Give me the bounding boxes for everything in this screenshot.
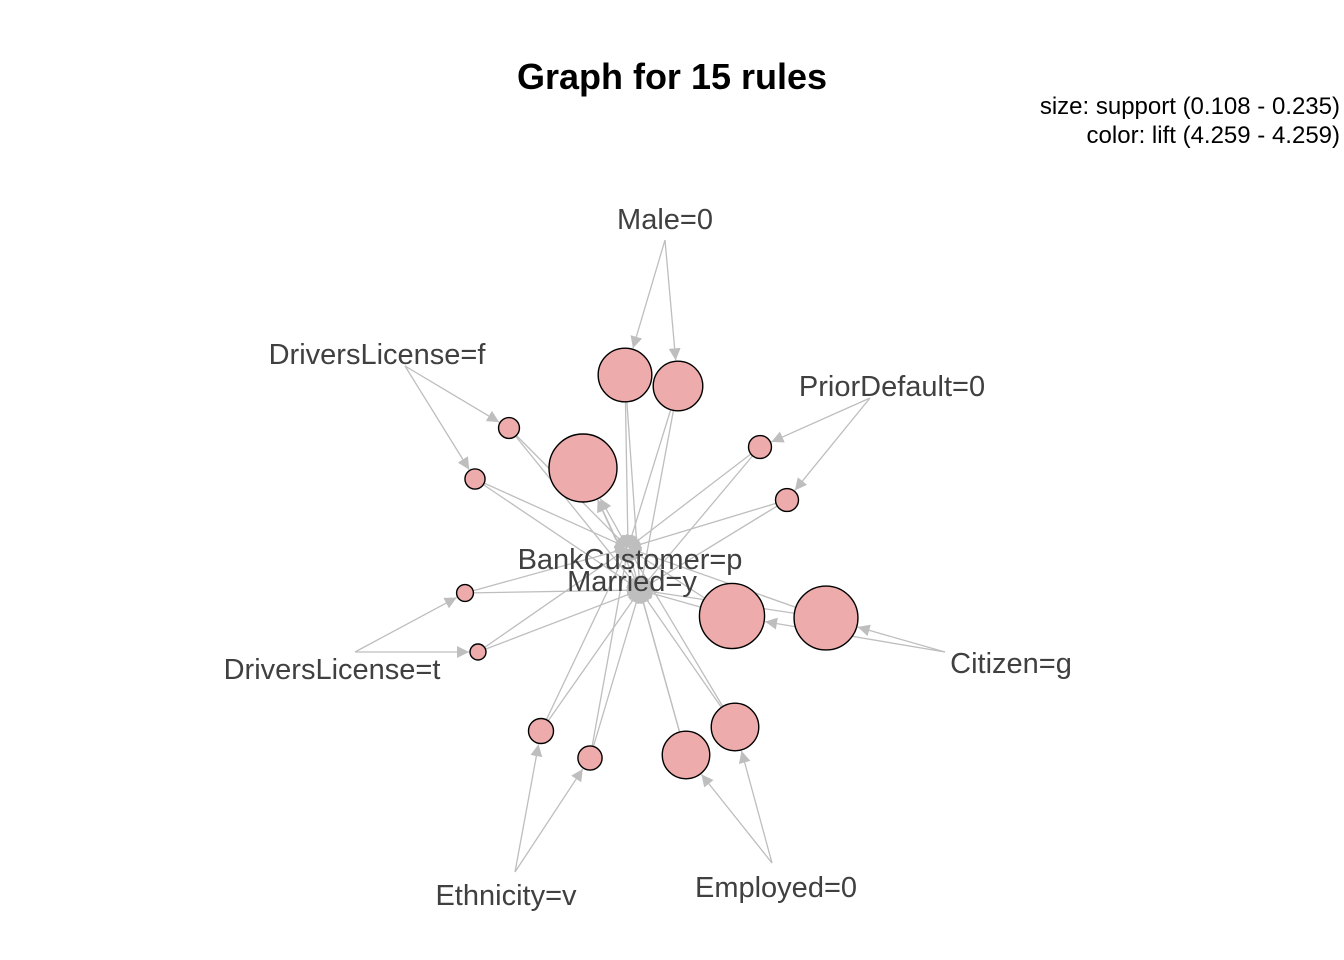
edge-emp0-to-r14 — [700, 773, 773, 864]
legend-size: size: support (0.108 - 0.235) — [1039, 93, 1340, 120]
legend-color: color: lift (4.259 - 4.259) — [1086, 122, 1340, 149]
item-label-dlt: DriversLicense=t — [224, 654, 441, 686]
item-label-bankp: BankCustomer=p — [518, 544, 743, 576]
edge-ethv-to-r12 — [514, 744, 543, 873]
edge-male0-to-r2 — [664, 239, 681, 361]
edge-dlf-to-r3 — [404, 365, 500, 423]
item-label-ethv: Ethnicity=v — [435, 880, 577, 912]
rule-node-r9 — [793, 585, 859, 651]
rule-node-r6 — [747, 434, 773, 460]
edge-r10-to-bankp — [464, 545, 628, 594]
edge-bankp-to-r5 — [596, 499, 617, 541]
edge-r13-to-marriedy — [589, 590, 643, 759]
item-label-citizeng: Citizen=g — [950, 648, 1072, 680]
rule-node-r7 — [774, 487, 800, 513]
edge-r3-to-marriedy — [508, 427, 640, 590]
rule-node-r11 — [469, 643, 487, 661]
edge-citizeng-to-r9 — [857, 624, 946, 653]
item-label-marriedy: Married=y — [567, 566, 697, 598]
item-label-prior0: PriorDefault=0 — [799, 371, 985, 403]
edge-prior0-to-r7 — [794, 397, 871, 491]
edge-r7-to-bankp — [628, 499, 788, 550]
item-label-dlf: DriversLicense=f — [269, 339, 487, 371]
edge-dlf-to-r4 — [404, 365, 470, 470]
rule-node-r1 — [597, 347, 653, 403]
edge-r7-to-marriedy — [640, 499, 788, 591]
edge-r15-to-marriedy — [640, 590, 736, 728]
rule-node-r14 — [661, 730, 711, 780]
item-labels-layer: Male=0 DriversLicense=f PriorDefault=0 Bank… — [224, 204, 1072, 912]
rule-node-r10 — [455, 583, 475, 603]
edge-r6-to-bankp — [628, 446, 761, 548]
rule-node-r3 — [497, 416, 521, 440]
item-label-male0: Male=0 — [617, 204, 713, 236]
rule-node-r12 — [527, 717, 555, 745]
edge-r10-to-marriedy — [464, 584, 640, 597]
item-label-emp0: Employed=0 — [695, 872, 857, 904]
edge-r15-to-bankp — [627, 548, 736, 728]
edge-emp0-to-r15 — [738, 750, 773, 864]
rule-node-r15 — [710, 702, 760, 752]
edge-r1-to-bankp — [621, 374, 634, 548]
edge-male0-to-r1 — [630, 239, 666, 349]
edge-r14-to-marriedy — [637, 590, 687, 756]
edge-r11-to-marriedy — [477, 589, 640, 653]
edge-r13-to-bankp — [589, 548, 632, 759]
edge-dlt-to-r10 — [354, 596, 458, 653]
edge-ethv-to-r13 — [514, 768, 584, 873]
rule-node-r2 — [652, 360, 704, 412]
rule-node-r5 — [548, 433, 618, 503]
rule-nodes-layer — [455, 347, 859, 780]
graph-title: Graph for 15 rules — [516, 56, 828, 97]
edge-r11-to-bankp — [477, 548, 628, 653]
rule-node-r8 — [698, 582, 766, 650]
edge-prior0-to-r6 — [771, 397, 871, 443]
legend: size: support (0.108 - 0.235) color: lif… — [1040, 92, 1340, 150]
edge-r2-to-bankp — [626, 385, 679, 548]
edge-r6-to-marriedy — [640, 446, 761, 590]
edge-r12-to-marriedy — [540, 590, 640, 732]
edge-r4-to-bankp — [474, 478, 628, 549]
edge-r12-to-bankp — [540, 548, 629, 732]
rule-node-r4 — [464, 468, 486, 490]
edge-r4-to-marriedy — [474, 478, 640, 590]
rule-node-r13 — [577, 745, 603, 771]
